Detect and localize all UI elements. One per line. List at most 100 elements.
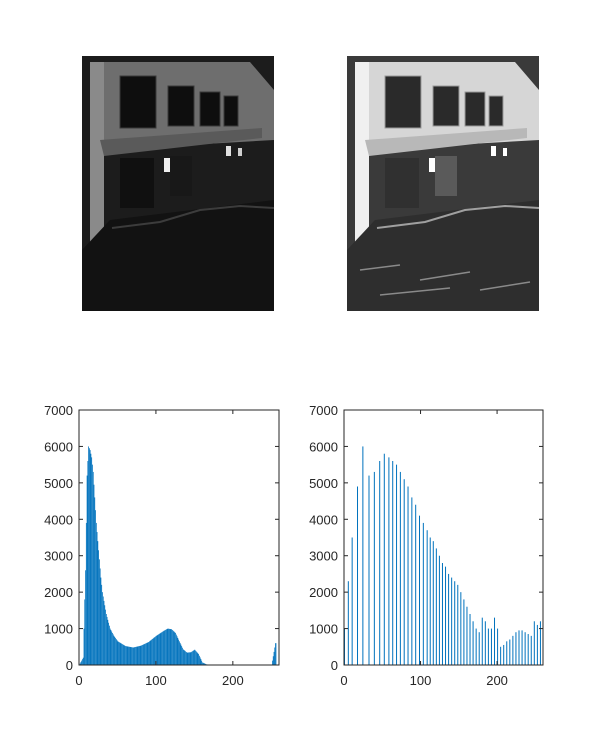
histogram-bar — [272, 656, 274, 665]
histogram-bar — [162, 631, 163, 665]
histogram-bar — [160, 632, 162, 665]
histogram-bar — [195, 651, 197, 665]
histogram-bar — [134, 647, 136, 665]
histogram-bar — [130, 647, 132, 665]
histogram-bar — [132, 647, 133, 665]
histogram-bar — [142, 644, 143, 665]
histogram-bar — [144, 643, 146, 665]
histogram-bar — [524, 632, 526, 665]
histogram-bar — [140, 645, 142, 665]
bars — [79, 446, 277, 665]
histogram-bar — [89, 450, 91, 665]
histogram-bar — [147, 642, 149, 665]
y-tick-label: 6000 — [309, 439, 338, 454]
histogram-bar — [509, 639, 511, 665]
histogram-bar — [472, 621, 474, 665]
histogram-bar — [110, 630, 112, 665]
histogram-bar — [157, 634, 159, 665]
histogram-bar — [165, 629, 167, 665]
histogram-bar — [143, 644, 145, 665]
y-tick-label: 6000 — [44, 439, 73, 454]
histogram-bar — [173, 631, 175, 665]
histogram-bar — [150, 640, 152, 665]
histogram-bar — [171, 629, 173, 665]
y-tick-label: 2000 — [44, 585, 73, 600]
histogram-bar — [151, 639, 153, 665]
histogram-bar — [388, 457, 390, 665]
histogram-bar — [357, 486, 359, 665]
histogram-bar — [116, 640, 118, 665]
histogram-bar — [112, 632, 113, 665]
histogram-bar — [125, 646, 126, 665]
histogram-bar — [114, 636, 116, 665]
histogram-bar — [136, 646, 138, 665]
histogram-bar — [407, 486, 409, 665]
histogram-bar — [93, 484, 95, 665]
histogram-bar — [135, 646, 137, 665]
x-tick-label: 100 — [145, 673, 167, 688]
histogram-bar — [167, 628, 169, 665]
histogram-bar — [497, 628, 499, 665]
histogram-bar — [99, 559, 100, 665]
histogram-bar — [100, 577, 102, 665]
histogram-bar — [137, 646, 139, 665]
histogram-bar — [347, 581, 349, 665]
histogram-bar — [119, 642, 121, 665]
histogram-bar — [203, 663, 205, 665]
histogram-bar — [201, 660, 203, 665]
histogram-bar — [87, 461, 89, 665]
histogram-bar — [515, 632, 517, 665]
histogram-bar — [168, 628, 169, 665]
histogram-bar — [178, 639, 179, 665]
histogram-bar — [200, 659, 202, 665]
histogram-bar — [487, 628, 489, 665]
histogram-bar — [159, 633, 161, 665]
histogram-bar — [155, 636, 156, 665]
histogram-original: 0 1000 2000 3000 4000 5000 6000 7000 0 100 200 — [44, 403, 280, 688]
histogram-bar — [159, 633, 160, 665]
histogram-bar — [169, 628, 170, 665]
histogram-bar — [154, 637, 156, 665]
histogram-bar — [179, 641, 180, 665]
histogram-bar — [145, 643, 146, 665]
x-tick-label: 0 — [340, 673, 347, 688]
histogram-bar — [503, 644, 505, 665]
histogram-bar — [105, 614, 107, 665]
y-tick-label: 4000 — [309, 512, 338, 527]
axes-border — [78, 409, 280, 666]
histogram-bar — [161, 632, 163, 665]
histogram-bar — [79, 663, 81, 665]
histogram-bar — [95, 510, 96, 665]
histogram-bar — [98, 550, 99, 665]
histogram-bar — [115, 639, 117, 665]
histogram-bar — [94, 497, 96, 665]
histogram-bar — [198, 654, 199, 665]
histogram-bar — [533, 621, 535, 665]
histogram-bar — [536, 624, 538, 665]
histogram-bar — [115, 638, 116, 665]
histogram-bar — [179, 642, 181, 665]
histogram-bar — [490, 628, 492, 665]
histogram-bar — [82, 657, 84, 665]
histogram-bar — [172, 630, 174, 665]
histogram-bar — [478, 632, 480, 665]
histogram-bar — [131, 647, 133, 665]
y-tick-label: 7000 — [309, 403, 338, 418]
histogram-bar — [92, 464, 93, 665]
histogram-bar — [124, 645, 126, 665]
histogram-bar — [163, 630, 165, 665]
histogram-bar — [156, 635, 158, 665]
histogram-bar — [138, 646, 139, 665]
histogram-bar — [197, 653, 199, 665]
histogram-bar — [82, 659, 83, 665]
y-tick-label: 2000 — [309, 585, 338, 600]
histogram-bar — [192, 650, 194, 665]
histogram-bar — [512, 635, 514, 665]
histogram-bar — [195, 650, 196, 665]
histogram-bar — [121, 643, 123, 665]
histogram-bar — [182, 649, 184, 665]
y-tick-label: 0 — [331, 658, 338, 673]
histogram-bar — [419, 515, 421, 665]
x-tick-label: 100 — [410, 673, 432, 688]
